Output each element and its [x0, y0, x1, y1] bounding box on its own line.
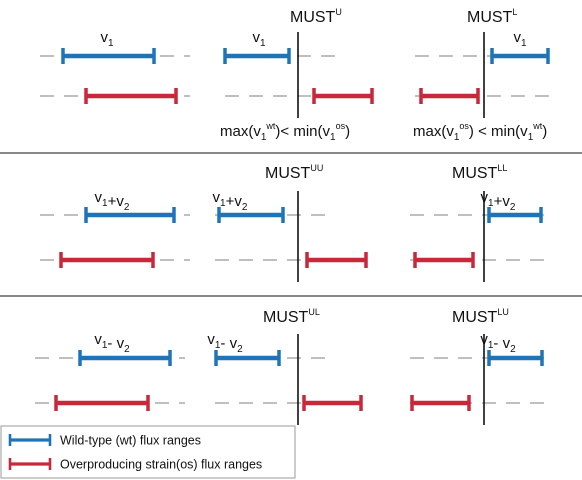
legend-wildtype: Wild-type (wt) flux ranges [8, 434, 201, 448]
section3-panel2-title: MUSTUL [263, 307, 320, 326]
legend-overproducing-label: Overproducing strain(os) flux ranges [60, 458, 262, 472]
section2-panel1-flux-label: v1+v2 [95, 189, 130, 213]
section1-panel2-title: MUSTU [290, 7, 342, 26]
section1-panel1-wt-range [61, 48, 156, 64]
section1-panel2-flux-label: v1 [252, 29, 266, 49]
section3-panel1-wt-range [78, 350, 172, 366]
section2-panel1-os-range [59, 252, 155, 268]
section1-panel2-os-range [312, 88, 374, 104]
section1-panel3-condition: max(v1os) < min(v1wt) [413, 121, 547, 143]
section2-panel1-wt-range [84, 207, 176, 223]
legend-overproducing: Overproducing strain(os) flux ranges [8, 458, 262, 472]
section1-panel1-os-range [84, 88, 178, 104]
section1-panel3-wt-range [490, 48, 550, 64]
section3-panel2-flux-label: v1- v2 [207, 331, 243, 355]
section3-panel1-flux-label: v1- v2 [94, 331, 130, 355]
section2-panel3-flux-label: v1+v2 [481, 189, 516, 213]
section1-panel3-title: MUSTL [467, 7, 517, 26]
section2-panel2-title: MUSTUU [265, 163, 323, 182]
section3-panel1-os-range [54, 395, 150, 411]
section3-panel2-wt-range [214, 350, 281, 366]
section1-panel1-flux-label: v1 [100, 29, 114, 49]
section3-panel3-os-range [410, 395, 471, 411]
section2-panel2-wt-range [217, 207, 285, 223]
legend: Wild-type (wt) flux ranges Overproducing … [0, 425, 296, 479]
section1-panel3-os-range [419, 88, 480, 104]
section2-panel2-os-range [305, 252, 368, 268]
section1-panel2-condition: max(v1wt)< min(v1os) [220, 121, 350, 143]
section2-panel3-title: MUSTLL [452, 163, 507, 182]
section1-panel3-flux-label: v1 [513, 29, 527, 49]
section2-panel2-flux-label: v1+v2 [213, 189, 248, 213]
legend-wildtype-label: Wild-type (wt) flux ranges [60, 434, 201, 448]
section3-panel2-os-range [302, 395, 363, 411]
section2-panel3-os-range [413, 252, 475, 268]
section3-panel3-flux-label: v1- v2 [480, 331, 516, 355]
section1-panel2-wt-range [223, 48, 291, 64]
section3-panel3-wt-range [487, 350, 544, 366]
section2-panel3-wt-range [487, 207, 543, 223]
section3-panel3-title: MUSTLU [452, 307, 509, 326]
